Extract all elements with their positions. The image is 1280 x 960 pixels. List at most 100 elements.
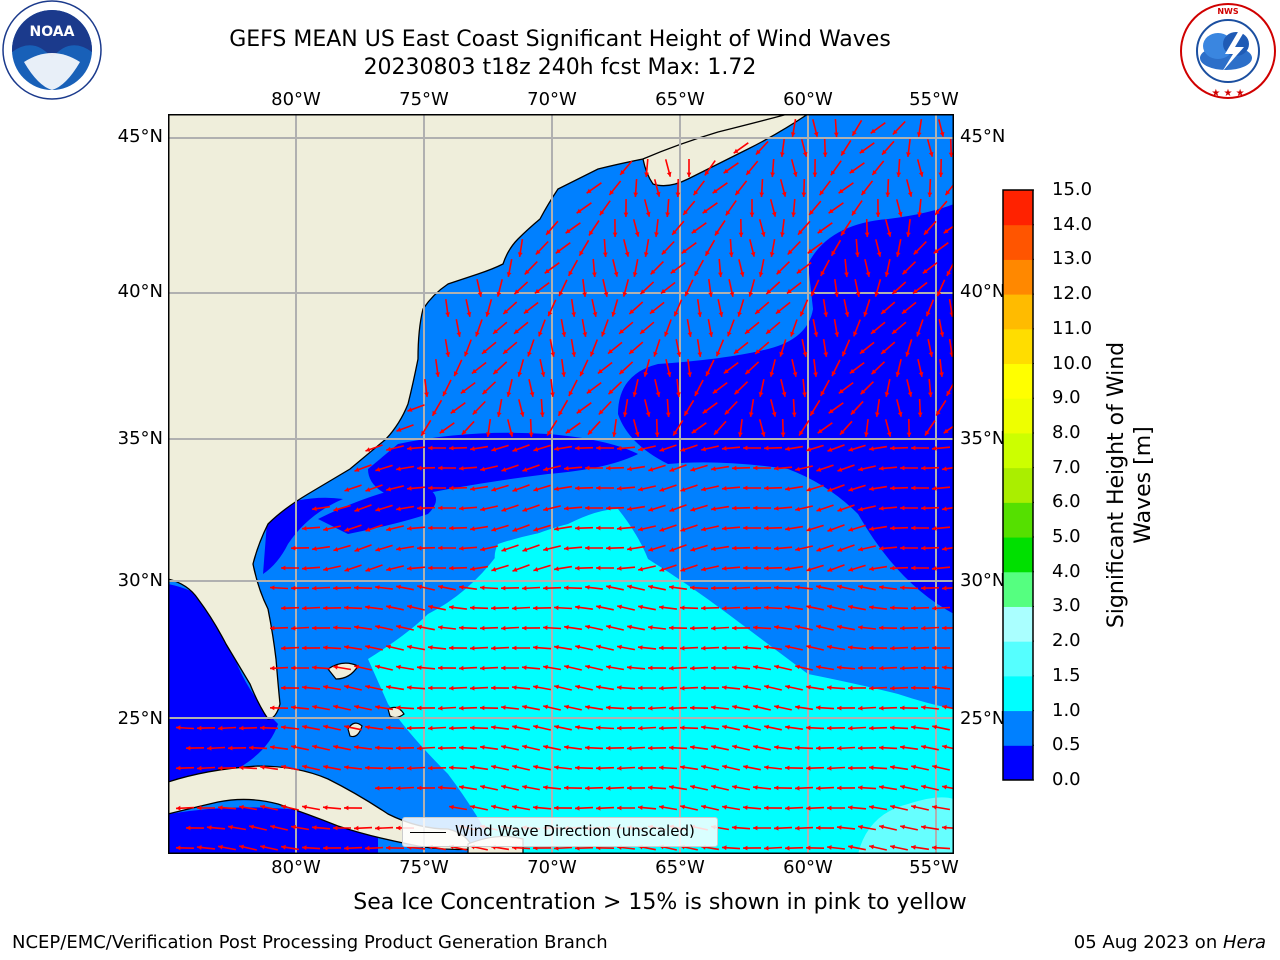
wind-arrow (637, 765, 657, 771)
wind-arrow (885, 178, 891, 198)
wind-arrow (333, 825, 351, 831)
wind-arrow (544, 262, 560, 274)
wind-arrow (890, 844, 908, 851)
wind-arrow (696, 338, 703, 358)
wind-arrow (743, 485, 761, 491)
sea-ice-caption: Sea Ice Concentration > 15% is shown in … (353, 890, 967, 915)
wind-arrow (836, 705, 856, 711)
wind-arrow (928, 378, 933, 398)
wind-arrow (899, 585, 919, 591)
wind-arrow (833, 118, 839, 138)
wind-arrow (584, 704, 604, 711)
wind-arrow (479, 625, 499, 631)
wind-arrow (301, 685, 321, 690)
wind-arrow (501, 665, 519, 671)
wind-arrow (920, 505, 940, 511)
wind-arrow (485, 299, 493, 317)
wind-arrow (654, 219, 659, 237)
wind-arrow (899, 665, 919, 671)
wind-arrow (512, 724, 530, 731)
wind-arrow (471, 361, 487, 375)
wind-arrow (920, 585, 940, 591)
wind-arrow (689, 585, 709, 591)
wind-arrow (899, 745, 919, 750)
wind-arrow (683, 399, 695, 417)
wind-arrow (332, 664, 352, 671)
wind-arrow (780, 418, 786, 438)
wind-arrow (553, 485, 573, 492)
wind-arrow (428, 604, 446, 611)
wind-arrow (742, 805, 762, 810)
wind-arrow (857, 705, 877, 711)
wind-arrow (175, 845, 195, 851)
wind-arrow (239, 844, 257, 851)
wind-arrow (731, 585, 751, 591)
wind-arrow (344, 524, 362, 532)
wind-arrow (301, 566, 321, 571)
wind-arrow (806, 444, 824, 452)
wind-arrow (344, 765, 362, 770)
wind-arrow (931, 566, 951, 571)
wind-arrow (460, 381, 476, 395)
wind-arrow (605, 545, 625, 551)
lon-tick-bottom-75w: 75°W (399, 857, 449, 878)
wind-arrow (588, 220, 600, 236)
wind-arrow (853, 319, 861, 337)
wind-arrow (406, 446, 426, 451)
wind-arrow (838, 381, 854, 395)
wind-arrow (840, 139, 852, 157)
wind-arrow (911, 565, 929, 571)
wind-arrow (185, 745, 205, 751)
wind-arrow (527, 339, 535, 357)
wind-arrow (728, 238, 734, 258)
wind-arrow (669, 544, 687, 552)
wind-arrow (895, 199, 903, 217)
wind-arrow (616, 725, 636, 731)
wind-arrow (795, 585, 813, 590)
wind-arrow (763, 485, 783, 491)
wind-arrow (458, 665, 478, 671)
wind-arrow (817, 222, 833, 234)
wind-arrow (900, 505, 918, 511)
wind-arrow (687, 359, 692, 377)
wind-arrow (884, 379, 891, 397)
wind-arrow (763, 565, 783, 571)
wind-arrow (932, 764, 950, 771)
wind-arrow (668, 625, 688, 631)
wind-arrow (374, 785, 394, 791)
wind-arrow (206, 825, 226, 830)
colorbar-tick-label: 11.0 (1052, 317, 1093, 339)
wind-arrow (442, 379, 452, 397)
wind-arrow (800, 139, 808, 157)
wind-arrow (868, 485, 888, 492)
map-title: GEFS MEAN US East Coast Significant Heig… (229, 27, 891, 52)
wind-arrow (895, 359, 902, 377)
wind-arrow (806, 484, 824, 492)
wind-arrow (848, 484, 866, 492)
wind-arrow (469, 485, 489, 492)
wind-arrow (901, 261, 917, 275)
wind-arrow (311, 545, 331, 551)
wind-arrow (743, 445, 761, 451)
wind-arrow (938, 158, 944, 178)
wind-arrow (574, 445, 594, 451)
wind-arrow (506, 379, 513, 397)
wind-arrow (365, 644, 383, 651)
wind-arrow (353, 745, 373, 750)
wind-arrow (616, 486, 636, 491)
wind-arrow (731, 505, 751, 511)
wind-arrow (734, 180, 748, 196)
wind-arrow (794, 704, 814, 711)
wind-arrow (280, 645, 300, 651)
wind-arrow (878, 705, 898, 711)
wind-arrow (889, 485, 909, 491)
wind-arrow (815, 664, 835, 671)
wind-arrow (668, 585, 688, 590)
wind-arrow (626, 785, 646, 791)
wind-arrow (364, 765, 384, 771)
wind-arrow (616, 566, 636, 571)
wind-arrow (922, 261, 938, 275)
wind-arrow (648, 464, 666, 472)
wind-arrow (889, 605, 909, 611)
wind-arrow (875, 198, 881, 218)
